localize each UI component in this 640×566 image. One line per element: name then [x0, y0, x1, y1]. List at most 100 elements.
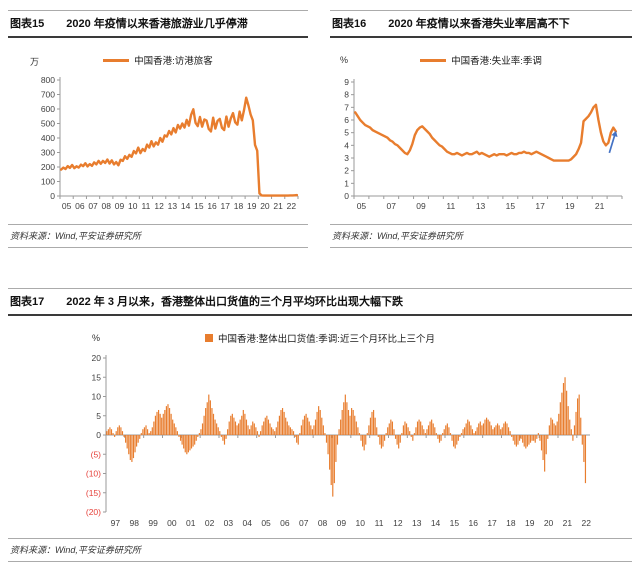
svg-text:99: 99 — [148, 518, 158, 528]
svg-text:10: 10 — [92, 392, 102, 402]
svg-text:20: 20 — [544, 518, 554, 528]
svg-text:9: 9 — [344, 77, 349, 87]
svg-text:5: 5 — [344, 128, 349, 138]
svg-text:19: 19 — [565, 201, 575, 211]
svg-text:(10): (10) — [86, 469, 101, 479]
svg-text:07: 07 — [386, 201, 396, 211]
svg-text:0: 0 — [50, 191, 55, 201]
svg-text:22: 22 — [287, 201, 297, 211]
svg-text:2: 2 — [344, 166, 349, 176]
svg-text:500: 500 — [41, 119, 55, 129]
svg-text:100: 100 — [41, 177, 55, 187]
figure-15-legend: 中国香港:访港旅客 — [8, 53, 308, 67]
svg-text:07: 07 — [299, 518, 309, 528]
svg-text:4: 4 — [344, 140, 349, 150]
svg-text:(15): (15) — [86, 488, 101, 498]
svg-text:16: 16 — [207, 201, 217, 211]
svg-text:98: 98 — [130, 518, 140, 528]
svg-text:14: 14 — [431, 518, 441, 528]
svg-text:06: 06 — [75, 201, 85, 211]
svg-text:600: 600 — [41, 104, 55, 114]
svg-text:6: 6 — [344, 115, 349, 125]
figure-panel-16: 图表16 2020 年疫情以来香港失业率居高不下 % 中国香港:失业率:季调 0… — [330, 10, 632, 248]
svg-text:17: 17 — [487, 518, 497, 528]
svg-text:09: 09 — [115, 201, 125, 211]
figure-17-header: 图表17 2022 年 3 月以来，香港整体出口货值的三个月平均环比出现大幅下跌 — [8, 288, 632, 316]
svg-text:12: 12 — [393, 518, 403, 528]
svg-text:(5): (5) — [91, 449, 102, 459]
source-text: 资料来源：Wind,平安证券研究所 — [10, 545, 141, 555]
legend-label: 中国香港:整体出口货值:季调:近三个月环比上三个月 — [218, 334, 435, 345]
legend-label: 中国香港:访港旅客 — [134, 56, 213, 67]
legend-line-swatch — [103, 58, 130, 62]
svg-text:15: 15 — [506, 201, 516, 211]
svg-text:08: 08 — [102, 201, 112, 211]
svg-text:11: 11 — [142, 201, 151, 211]
svg-text:8: 8 — [344, 90, 349, 100]
figure-16-source: 资料来源：Wind,平安证券研究所 — [330, 224, 632, 248]
figure-15-chart-top: 万 中国香港:访港旅客 — [8, 46, 308, 72]
legend-label: 中国香港:失业率:季调 — [451, 56, 542, 67]
svg-text:12: 12 — [154, 201, 164, 211]
svg-text:09: 09 — [337, 518, 347, 528]
svg-text:05: 05 — [357, 201, 367, 211]
figure-16-code: 图表16 — [332, 18, 367, 30]
svg-text:05: 05 — [62, 201, 72, 211]
figure-16-header: 图表16 2020 年疫情以来香港失业率居高不下 — [330, 10, 632, 38]
unemployment-line-chart: 0 1 2 3 4 5 6 7 8 9 05 07 09 11 13 15 17 19 21 — [344, 77, 623, 211]
y-axis-unit-label: % — [340, 55, 349, 65]
svg-text:18: 18 — [506, 518, 516, 528]
legend-square-swatch — [205, 334, 214, 342]
svg-text:5: 5 — [96, 411, 101, 421]
svg-text:10: 10 — [128, 201, 138, 211]
svg-text:11: 11 — [446, 201, 455, 211]
svg-text:04: 04 — [243, 518, 253, 528]
figure-15-title: 2020 年疫情以来香港旅游业几乎停滞 — [66, 18, 248, 30]
svg-text:21: 21 — [563, 518, 573, 528]
figure-15-source: 资料来源：Wind,平安证券研究所 — [8, 224, 308, 248]
svg-text:21: 21 — [595, 201, 605, 211]
figure-panel-15: 图表15 2020 年疫情以来香港旅游业几乎停滞 万 中国香港:访港旅客 0 10… — [8, 10, 308, 248]
svg-text:15: 15 — [450, 518, 460, 528]
svg-text:21: 21 — [273, 201, 283, 211]
svg-text:200: 200 — [41, 162, 55, 172]
svg-text:400: 400 — [41, 133, 55, 143]
y-axis-unit-label: % — [92, 333, 101, 343]
figure-16-chart-top: % 中国香港:失业率:季调 — [330, 46, 632, 72]
source-text: 资料来源：Wind,平安证券研究所 — [332, 231, 463, 241]
svg-text:22: 22 — [581, 518, 591, 528]
svg-text:18: 18 — [234, 201, 244, 211]
svg-text:20: 20 — [260, 201, 270, 211]
svg-text:17: 17 — [221, 201, 231, 211]
figure-17-legend: 中国香港:整体出口货值:季调:近三个月环比上三个月 — [8, 331, 632, 345]
svg-text:0: 0 — [344, 191, 349, 201]
svg-text:13: 13 — [476, 201, 486, 211]
figure-15-header: 图表15 2020 年疫情以来香港旅游业几乎停滞 — [8, 10, 308, 38]
svg-text:800: 800 — [41, 75, 55, 85]
figure-17-chart-top: % 中国香港:整体出口货值:季调:近三个月环比上三个月 — [8, 324, 632, 350]
figure-16-title: 2020 年疫情以来香港失业率居高不下 — [388, 18, 570, 30]
figure-17-source: 资料来源：Wind,平安证券研究所 — [8, 538, 632, 562]
svg-text:09: 09 — [416, 201, 426, 211]
figure-17-code: 图表17 — [10, 296, 45, 308]
svg-text:300: 300 — [41, 148, 55, 158]
svg-text:06: 06 — [280, 518, 290, 528]
source-text: 资料来源：Wind,平安证券研究所 — [10, 231, 141, 241]
svg-text:01: 01 — [186, 518, 196, 528]
svg-text:1: 1 — [344, 178, 349, 188]
svg-text:03: 03 — [224, 518, 234, 528]
svg-text:97: 97 — [111, 518, 121, 528]
svg-text:16: 16 — [469, 518, 479, 528]
exports-bar-chart: 20 15 10 5 0 (5) (10) (15) (20) 97 98 99 00 01 02 03 04 0… — [86, 353, 591, 528]
svg-text:15: 15 — [92, 372, 102, 382]
svg-text:(20): (20) — [86, 507, 101, 517]
top-figure-row: 图表15 2020 年疫情以来香港旅游业几乎停滞 万 中国香港:访港旅客 0 10… — [0, 0, 640, 248]
svg-text:3: 3 — [344, 153, 349, 163]
svg-text:700: 700 — [41, 90, 55, 100]
svg-text:13: 13 — [168, 201, 178, 211]
svg-text:02: 02 — [205, 518, 215, 528]
figure-16-legend: 中国香港:失业率:季调 — [330, 53, 632, 67]
figure-15-code: 图表15 — [10, 18, 45, 30]
